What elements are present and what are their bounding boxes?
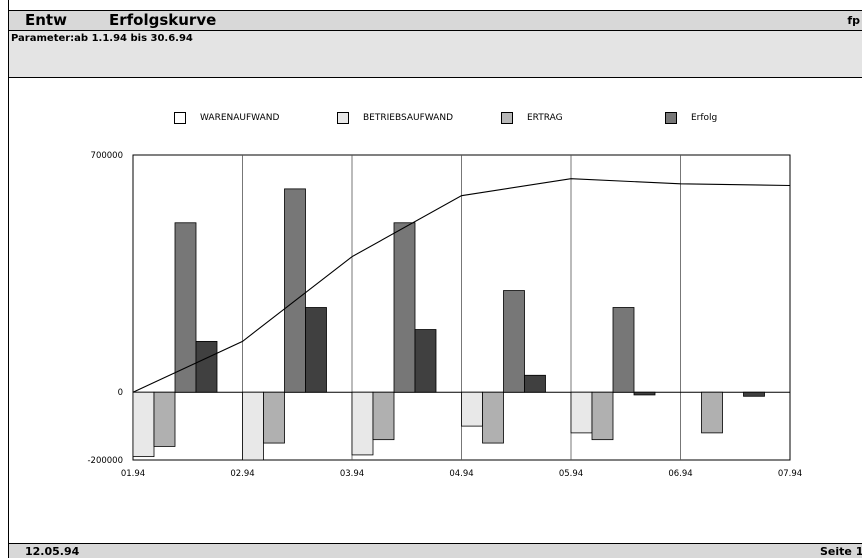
y-tick-label: 0 bbox=[118, 388, 123, 398]
bar bbox=[351, 391, 374, 456]
legend-swatch bbox=[501, 112, 513, 124]
page-number: Seite 1 bbox=[820, 545, 862, 558]
bar bbox=[633, 391, 656, 396]
bar bbox=[591, 391, 614, 441]
bar bbox=[503, 290, 525, 393]
legend-item-erfolg: Erfolg bbox=[665, 111, 717, 125]
bar bbox=[372, 391, 395, 441]
bar bbox=[701, 391, 723, 434]
legend-label: BETRIEBSAUFWAND bbox=[363, 113, 453, 123]
user-code: fp bbox=[847, 14, 860, 27]
y-tick-label: -200000 bbox=[87, 456, 123, 466]
bar bbox=[570, 391, 593, 434]
bar bbox=[153, 391, 176, 447]
y-tick-label: 700000 bbox=[91, 151, 123, 161]
bar bbox=[242, 391, 264, 461]
x-tick-label: 03.94 bbox=[340, 469, 364, 479]
legend-label: Erfolg bbox=[691, 113, 718, 123]
footer-bar: 12.05.94 Seite 1 bbox=[9, 543, 862, 558]
x-tick-label: 05.94 bbox=[559, 469, 583, 479]
legend-label: ERTRAG bbox=[527, 113, 563, 123]
bar bbox=[132, 391, 155, 458]
bar bbox=[482, 391, 504, 444]
print-date: 12.05.94 bbox=[25, 545, 80, 558]
bar bbox=[524, 374, 546, 393]
legend-item-ertrag: ERTRAG bbox=[501, 111, 563, 125]
parameter-bar: Parameter:ab 1.1.94 bis 30.6.94 bbox=[9, 31, 862, 78]
bar bbox=[195, 340, 218, 393]
window-frame bbox=[8, 0, 9, 558]
x-tick-label: 06.94 bbox=[668, 469, 692, 479]
app-name: Entw bbox=[25, 11, 67, 29]
bar bbox=[174, 222, 197, 393]
bar bbox=[414, 329, 437, 393]
legend-swatch bbox=[337, 112, 349, 124]
bar bbox=[743, 391, 765, 397]
x-tick-label: 01.94 bbox=[121, 469, 145, 479]
parameter-text: Parameter:ab 1.1.94 bis 30.6.94 bbox=[11, 33, 193, 44]
cumulative-line bbox=[132, 178, 791, 393]
x-tick-label: 04.94 bbox=[449, 469, 473, 479]
bar bbox=[284, 188, 306, 393]
bar bbox=[263, 391, 285, 444]
legend-label: WARENAUFWAND bbox=[200, 113, 280, 123]
report-title: Erfolgskurve bbox=[109, 11, 217, 29]
legend-swatch bbox=[665, 112, 677, 124]
title-bar: Entw Erfolgskurve fp bbox=[9, 10, 862, 31]
legend-item-betriebsaufwand: BETRIEBSAUFWAND bbox=[337, 111, 453, 125]
bar bbox=[393, 222, 416, 393]
bar bbox=[461, 391, 483, 427]
x-tick-label: 07.94 bbox=[778, 469, 802, 479]
legend-swatch bbox=[174, 112, 186, 124]
legend-item-warenaufwand: WARENAUFWAND bbox=[174, 111, 279, 125]
bar bbox=[305, 307, 327, 393]
bar bbox=[612, 307, 635, 393]
x-tick-label: 02.94 bbox=[230, 469, 254, 479]
